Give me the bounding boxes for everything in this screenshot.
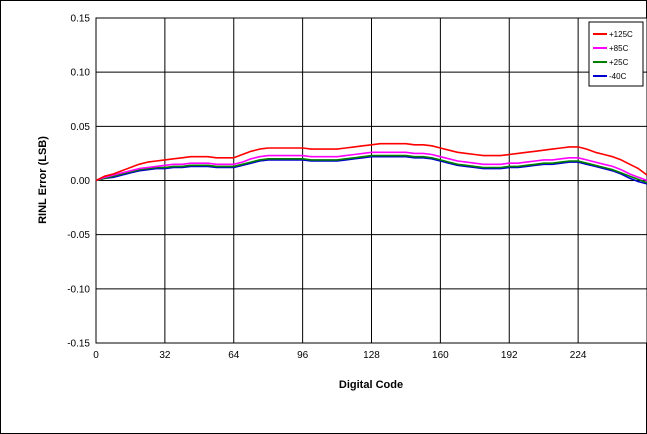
x-tick-label: 160 [432,350,449,361]
y-tick-label: 0.05 [71,122,91,133]
x-tick-label: 0 [93,350,99,361]
y-tick-label: -0.10 [67,284,90,295]
y-tick-label: 0.10 [71,68,91,79]
x-tick-label: 96 [297,350,309,361]
legend-label: +85C [609,44,629,53]
x-tick-label: 32 [159,350,171,361]
y-tick-label: -0.15 [67,339,90,350]
legend-label: -40C [609,72,627,81]
series-line-85c [95,151,647,182]
y-tick-label: -0.05 [67,230,90,241]
legend-label: +125C [609,30,633,39]
x-tick-label: 128 [363,350,380,361]
x-tick-label: 224 [570,350,587,361]
legend-label: +25C [609,58,629,67]
grid-lines [96,18,647,343]
series-lines [95,142,647,185]
x-axis-title: Digital Code [339,379,403,391]
y-tick-label: 0.15 [71,14,91,25]
series-line-25c [95,154,647,184]
y-axis-title: RINL Error (LSB) [37,136,49,224]
series-line-125c [95,142,647,182]
x-tick-labels: 0 32 64 96 128 160 192 224 [93,350,587,361]
x-tick-label: 64 [228,350,240,361]
series-line-40c [95,155,647,185]
y-tick-label: 0.00 [71,176,91,187]
y-tick-labels: 0.15 0.10 0.05 0.00 -0.05 -0.10 -0.15 [67,14,90,350]
legend: +125C +85C +25C -40C [588,21,644,87]
x-tick-label: 192 [501,350,518,361]
